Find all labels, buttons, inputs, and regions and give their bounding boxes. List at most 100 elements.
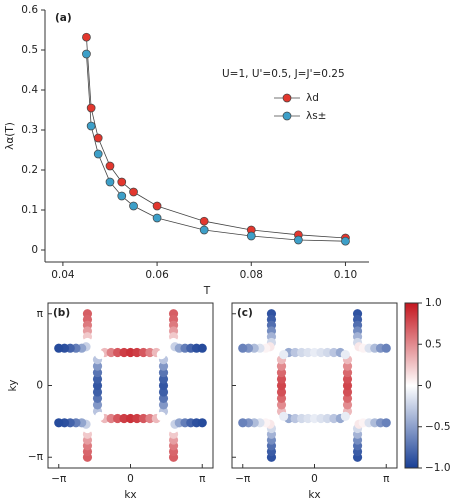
x-tick-label: −π <box>235 473 251 485</box>
y-tick-label: 0.3 <box>21 124 38 136</box>
data-point <box>316 347 326 358</box>
data-point <box>158 374 169 384</box>
data-point <box>112 413 123 424</box>
data-point <box>322 413 333 424</box>
data-point <box>238 418 248 428</box>
x-tick-label: −π <box>51 473 67 485</box>
data-point <box>86 121 96 131</box>
data-point <box>119 347 129 358</box>
data-point <box>92 367 103 378</box>
data-point <box>303 413 313 424</box>
panel-label: (a) <box>55 12 72 24</box>
data-point <box>340 411 350 421</box>
data-point <box>106 347 116 358</box>
x-tick-label: π <box>199 473 206 485</box>
data-point <box>92 393 103 404</box>
colorbar-tick-label: 1.0 <box>425 297 442 309</box>
y-tick-label: 0 <box>36 380 43 392</box>
data-point <box>303 347 313 358</box>
data-point <box>316 413 326 424</box>
data-point <box>125 347 136 358</box>
data-point <box>54 343 64 353</box>
data-point <box>156 411 166 421</box>
frame <box>231 302 398 469</box>
y-tick-label: 0 <box>31 244 38 256</box>
data-point <box>117 191 127 201</box>
data-point <box>329 413 339 424</box>
data-point <box>322 347 333 358</box>
y-tick-label: −π <box>28 451 44 463</box>
data-point <box>342 367 353 378</box>
data-point <box>340 350 350 360</box>
data-point <box>381 418 391 428</box>
data-point <box>152 201 162 211</box>
x-tick-label: 0 <box>311 473 318 485</box>
data-point <box>276 400 287 410</box>
data-point <box>95 350 105 360</box>
data-point <box>132 413 142 424</box>
data-point <box>82 49 91 59</box>
data-point <box>82 32 91 42</box>
colorbar-tick-label: −0.5 <box>425 421 451 433</box>
data-point <box>197 343 207 353</box>
data-point <box>342 374 353 384</box>
y-tick-label: π <box>37 308 44 320</box>
data-point <box>381 343 391 353</box>
annotation: U=1, U'=0.5, J=J'=0.25 <box>222 68 345 80</box>
data-point <box>342 380 353 391</box>
data-point <box>279 350 289 360</box>
y-tick-label: 0.4 <box>21 84 38 96</box>
data-point <box>246 231 256 241</box>
panel-label: (b) <box>53 307 70 319</box>
panel-label: (c) <box>237 307 253 319</box>
legend-label: λd <box>306 92 319 104</box>
data-point <box>158 361 169 371</box>
y-tick-label: 0.6 <box>21 4 38 16</box>
data-point <box>105 177 115 187</box>
data-point <box>92 374 103 384</box>
data-point <box>158 380 169 391</box>
x-tick-label: 0 <box>127 473 134 485</box>
data-point <box>125 413 136 424</box>
data-point <box>329 347 339 358</box>
data-point <box>294 235 303 245</box>
data-point <box>199 216 209 226</box>
colorbar <box>404 302 419 469</box>
data-point <box>276 374 287 384</box>
data-point <box>93 149 103 159</box>
data-point <box>290 347 300 358</box>
data-point <box>296 413 307 424</box>
data-point <box>158 400 169 410</box>
data-point <box>290 413 300 424</box>
data-point <box>276 387 287 397</box>
data-point <box>342 361 353 371</box>
data-point <box>158 387 169 397</box>
data-point <box>156 350 166 360</box>
data-point <box>276 361 287 371</box>
data-point <box>132 347 142 358</box>
x-axis-label: T <box>203 285 211 297</box>
legend-label: λs± <box>306 110 326 122</box>
data-point <box>145 413 155 424</box>
data-point <box>276 367 287 378</box>
x-axis-label: kx <box>124 489 136 501</box>
colorbar-tick-label: 0.5 <box>425 338 442 350</box>
frame <box>47 302 214 469</box>
data-point <box>197 418 207 428</box>
data-point <box>112 347 123 358</box>
data-point <box>92 387 103 397</box>
data-point <box>92 400 103 410</box>
data-point <box>342 393 353 404</box>
data-point <box>296 347 307 358</box>
data-point <box>117 177 127 187</box>
data-point <box>105 161 115 171</box>
y-axis-label: ky <box>7 380 19 392</box>
data-point <box>342 400 353 410</box>
data-point <box>341 236 350 246</box>
data-point <box>279 411 289 421</box>
data-point <box>93 133 103 143</box>
y-tick-label: 0.1 <box>21 204 38 216</box>
y-tick-label: 0.2 <box>21 164 38 176</box>
data-point <box>129 201 138 211</box>
